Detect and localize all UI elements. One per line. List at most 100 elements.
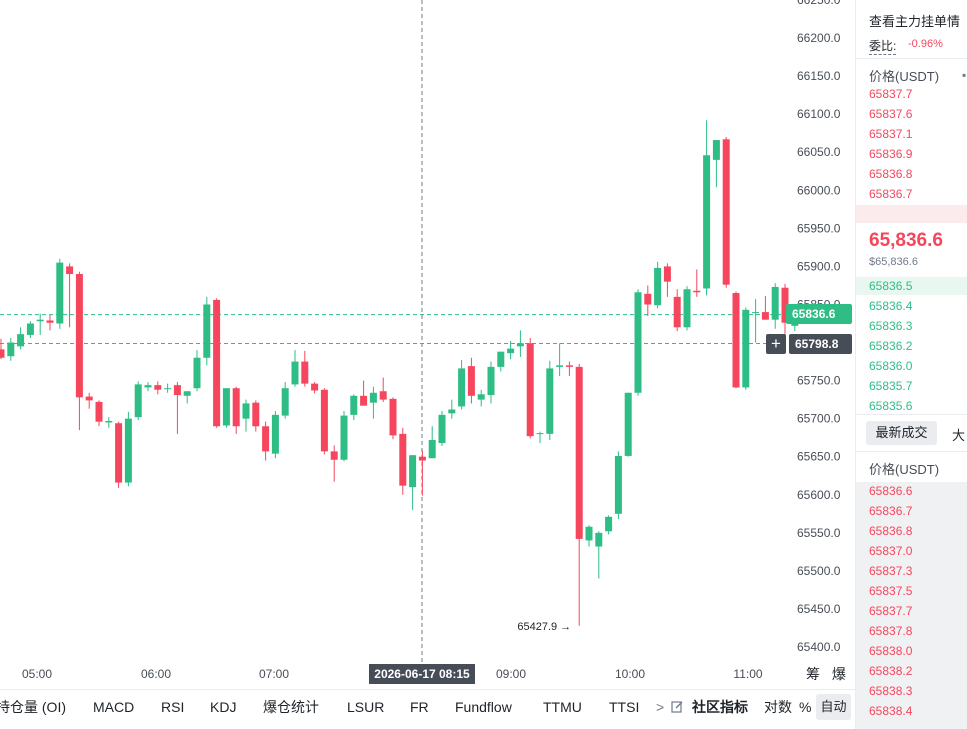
- y-axis-tick-label: 66050.0: [797, 145, 841, 159]
- x-axis-tick-label: 09:00: [496, 667, 526, 681]
- edit-icon[interactable]: [671, 697, 684, 717]
- trade-price-row[interactable]: 65838.2: [869, 664, 913, 678]
- candle-body: [703, 155, 711, 289]
- tab-large-trades[interactable]: 大: [952, 428, 966, 443]
- candlestick-canvas[interactable]: 66250.0 66200.0 66150.0 66100.0 66050.0 66000…: [0, 0, 855, 689]
- indicator-oi[interactable]: 持仓量 (OI): [0, 699, 66, 715]
- candle-body: [732, 293, 740, 388]
- candle-body: [556, 365, 564, 367]
- order-book-panel: 查看主力挂单情 委比: -0.96% 价格(USDT) ▪ 65837.7 658…: [855, 0, 967, 729]
- y-axis-tick-label: 65900.0: [797, 259, 841, 273]
- low-price-marker: 65427.9 →: [517, 621, 571, 633]
- trade-price-row[interactable]: 65837.7: [869, 604, 913, 618]
- y-axis-tick-label: 66250.0: [797, 0, 841, 7]
- candle-body: [301, 361, 309, 384]
- ask-price-row[interactable]: 65836.8: [869, 167, 913, 181]
- bid-price-row[interactable]: 65836.2: [869, 339, 913, 353]
- more-indicators-arrow[interactable]: >: [656, 699, 665, 715]
- indicator-kdj[interactable]: KDJ: [210, 699, 237, 715]
- candle-body: [26, 323, 34, 335]
- candle-body: [154, 385, 162, 390]
- indicator-ttmu[interactable]: TTMU: [543, 699, 582, 715]
- percent-scale-toggle[interactable]: %: [799, 699, 812, 715]
- bid-price-row[interactable]: 65836.3: [869, 319, 913, 333]
- trade-price-row[interactable]: 65837.3: [869, 564, 913, 578]
- candle-body: [173, 385, 181, 396]
- candle-body: [193, 357, 201, 389]
- y-axis-tick-label: 65400.0: [797, 640, 841, 654]
- log-scale-toggle[interactable]: 对数: [764, 699, 792, 715]
- ask-highlight: [856, 205, 967, 223]
- y-axis-tick-label: 65750.0: [797, 374, 841, 388]
- trade-price-row[interactable]: 65837.0: [869, 544, 913, 558]
- candle-body: [575, 366, 583, 539]
- candle-body: [271, 414, 279, 454]
- trade-price-row[interactable]: 65838.3: [869, 684, 913, 698]
- price-column-header: 价格(USDT): [869, 69, 940, 84]
- main-orders-link[interactable]: 查看主力挂单情: [869, 14, 961, 29]
- bid-price-row[interactable]: 65835.7: [869, 379, 913, 393]
- trade-price-row[interactable]: 65836.6: [869, 484, 913, 498]
- trade-price-row[interactable]: 65836.7: [869, 504, 913, 518]
- kline-chart[interactable]: 66250.0 66200.0 66150.0 66100.0 66050.0 66000…: [0, 0, 855, 689]
- candle-body: [360, 395, 368, 406]
- y-axis-tick-label: 65550.0: [797, 526, 841, 540]
- add-alert-plus-icon[interactable]: +: [766, 334, 786, 354]
- indicator-fundflow[interactable]: Fundflow: [455, 699, 512, 715]
- candle-body: [565, 365, 573, 367]
- trade-price-row[interactable]: 65837.8: [869, 624, 913, 638]
- bid-price-row[interactable]: 65836.4: [869, 299, 913, 313]
- ask-price-row[interactable]: 65837.6: [869, 107, 913, 121]
- indicator-liquidation[interactable]: 爆仓统计: [263, 699, 319, 715]
- ask-price-row[interactable]: 65837.7: [869, 87, 913, 101]
- bid-price-row[interactable]: 65836.0: [869, 359, 913, 373]
- indicator-fr[interactable]: FR: [410, 699, 429, 715]
- candle-body: [683, 289, 691, 328]
- candle-body: [546, 368, 554, 434]
- candle-body: [252, 402, 260, 427]
- candle-body: [262, 426, 270, 452]
- indicator-lsur[interactable]: LSUR: [347, 699, 385, 715]
- trade-price-row[interactable]: 65837.5: [869, 584, 913, 598]
- community-indicators[interactable]: 社区指标: [692, 699, 748, 715]
- candle-body: [350, 395, 358, 415]
- candle-body: [389, 398, 397, 436]
- chip-distribution-toggle[interactable]: 筹: [806, 666, 820, 682]
- candle-body: [56, 262, 64, 324]
- trade-price-row[interactable]: 65838.0: [869, 644, 913, 658]
- candle-body: [458, 368, 466, 407]
- candle-body: [242, 403, 250, 419]
- candle-body: [752, 312, 760, 314]
- bid-price-row[interactable]: 65835.6: [869, 399, 913, 413]
- indicator-macd[interactable]: MACD: [93, 699, 135, 715]
- indicator-rsi[interactable]: RSI: [161, 699, 185, 715]
- candle-body: [399, 433, 407, 486]
- y-axis-tick-label: 65650.0: [797, 450, 841, 464]
- bid-highlight: [856, 277, 967, 295]
- trade-price-row[interactable]: 65838.4: [869, 704, 913, 718]
- candle-body: [7, 342, 15, 357]
- candle-body: [438, 414, 446, 444]
- candle-body: [526, 343, 534, 437]
- y-axis-tick-label: 65500.0: [797, 564, 841, 578]
- trade-price-row[interactable]: 65836.8: [869, 524, 913, 538]
- indicator-ttsi[interactable]: TTSI: [609, 699, 640, 715]
- bid-price-row[interactable]: 65836.5: [869, 279, 913, 293]
- candle-body: [330, 451, 338, 460]
- auto-scale-button[interactable]: 自动: [816, 694, 851, 720]
- tab-latest-trades[interactable]: 最新成交: [866, 421, 937, 445]
- y-axis-tick-label: 66200.0: [797, 31, 841, 45]
- chart-corner-labels: 筹 爆: [806, 664, 854, 684]
- candle-body: [418, 456, 426, 461]
- candle-body: [95, 401, 103, 422]
- ask-price-row[interactable]: 65836.9: [869, 147, 913, 161]
- candle-body: [105, 420, 113, 423]
- candle-body: [124, 418, 132, 483]
- ask-price-row[interactable]: 65836.7: [869, 187, 913, 201]
- trades-price-header: 价格(USDT): [869, 462, 940, 477]
- candle-body: [693, 290, 701, 293]
- y-axis-tick-label: 66150.0: [797, 69, 841, 83]
- ask-price-row[interactable]: 65837.1: [869, 127, 913, 141]
- candle-body: [761, 312, 769, 320]
- liquidation-toggle[interactable]: 爆: [831, 666, 846, 682]
